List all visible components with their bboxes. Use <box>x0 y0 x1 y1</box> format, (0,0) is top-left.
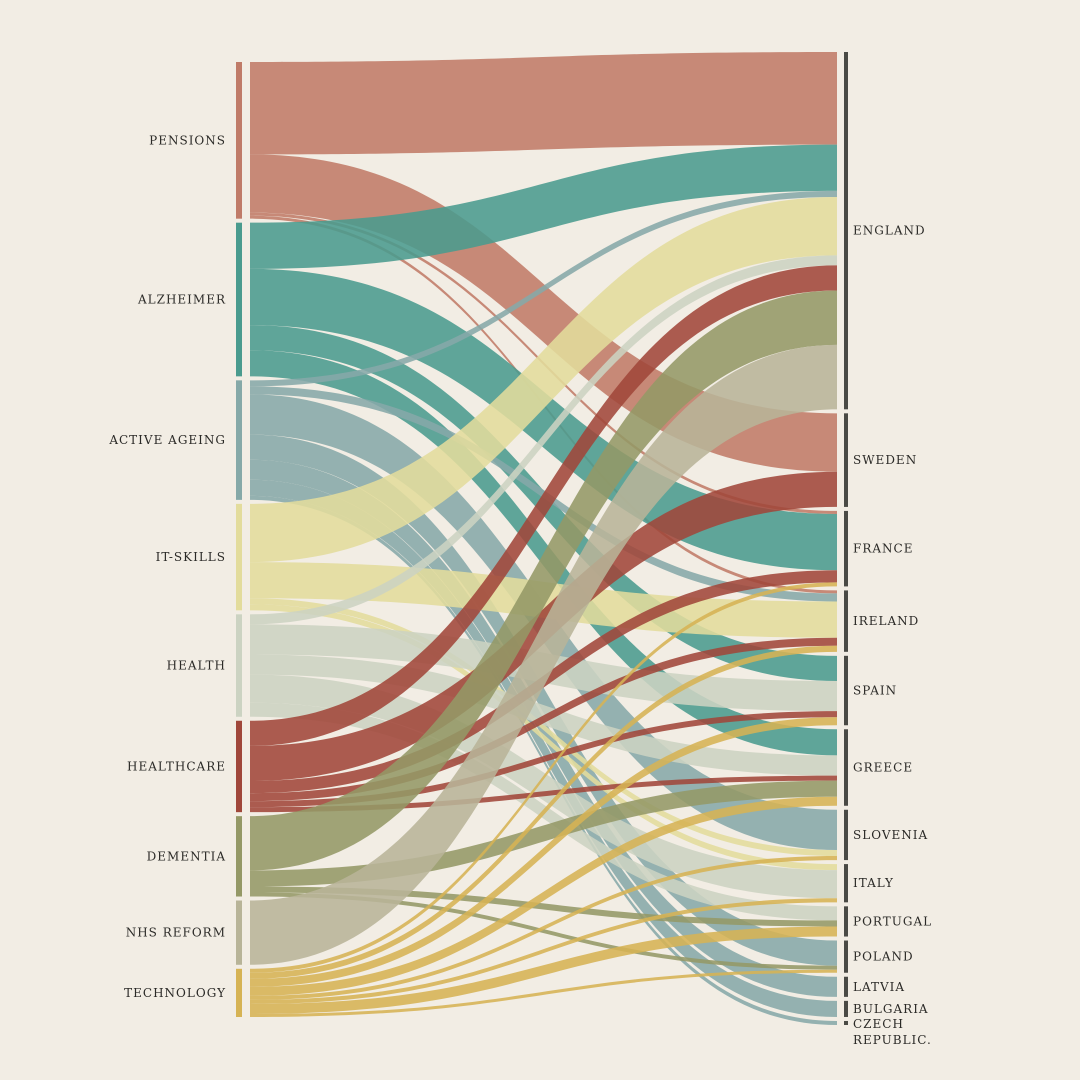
source-node-alzheimer <box>236 222 242 377</box>
flow-tech-to-ireland <box>250 645 837 979</box>
flow-healthcare-to-ireland <box>250 637 837 802</box>
flow-alzheimer-to-greece <box>250 350 837 756</box>
source-label-alzheimer: ALZHEIMER <box>137 293 226 307</box>
source-label-health: HEALTH <box>167 659 226 673</box>
flow-active-to-poland <box>250 434 837 966</box>
target-label-portugal: PORTUGAL <box>853 914 932 928</box>
target-node-slovenia <box>844 809 848 861</box>
source-node-pensions <box>236 62 242 219</box>
target-label-czech: CZECH REPUBLIC. <box>853 1017 932 1047</box>
source-label-pensions: PENSIONS <box>149 133 226 147</box>
flow-it-to-italy <box>250 604 837 871</box>
flow-healthcare-to-england <box>250 265 837 746</box>
target-node-portugal <box>844 906 848 937</box>
source-node-it <box>236 503 242 611</box>
source-node-health <box>236 614 242 717</box>
target-label-slovenia: SLOVENIA <box>853 828 928 842</box>
source-label-active: ACTIVE AGEING <box>108 433 226 447</box>
flow-alzheimer-to-france <box>250 268 837 571</box>
target-label-sweden: SWEDEN <box>853 453 917 467</box>
flow-tech-to-spain <box>250 717 837 987</box>
flow-active-to-bulgaria <box>250 479 837 1017</box>
target-node-england <box>844 52 848 410</box>
flow-healthcare-to-spain <box>250 711 837 808</box>
target-label-spain: SPAIN <box>853 684 897 698</box>
target-label-england: ENGLAND <box>853 224 926 238</box>
flow-dementia-to-greece <box>250 780 837 887</box>
target-label-poland: POLAND <box>853 950 914 964</box>
target-node-sweden <box>844 413 848 507</box>
target-label-italy: ITALY <box>853 876 894 890</box>
flow-dementia-to-portugal <box>250 886 837 927</box>
flow-healthcare-to-greece <box>250 775 837 813</box>
target-node-italy <box>844 864 848 903</box>
flow-it-to-england <box>250 196 837 563</box>
flow-tech-to-portugal <box>250 926 837 1014</box>
flow-tech-to-italy <box>250 898 837 1004</box>
flow-tech-to-france <box>250 582 837 973</box>
source-node-active <box>236 380 242 500</box>
source-label-it: IT-SKILLS <box>156 550 226 564</box>
flow-dementia-to-poland <box>250 892 837 970</box>
flow-pensions-to-england <box>250 52 837 155</box>
target-label-france: FRANCE <box>853 542 913 556</box>
flow-health-to-england <box>250 255 837 625</box>
flow-alzheimer-to-england <box>250 144 837 269</box>
target-label-greece: GREECE <box>853 761 913 775</box>
source-node-dementia <box>236 816 242 897</box>
flow-tech-to-slovenia <box>250 856 837 1000</box>
flow-dementia-to-england <box>250 290 837 871</box>
target-node-poland <box>844 940 848 973</box>
target-node-bulgaria <box>844 1000 848 1017</box>
target-label-bulgaria: BULGARIA <box>853 1002 929 1016</box>
flow-health-to-italy <box>250 674 837 899</box>
source-node-healthcare <box>236 720 242 813</box>
flow-nhs-to-england <box>250 344 837 965</box>
target-node-spain <box>844 655 848 726</box>
source-node-nhs <box>236 900 242 965</box>
target-node-france <box>844 510 848 587</box>
flow-active-to-england <box>250 190 837 387</box>
flow-it-to-slovenia <box>250 598 837 857</box>
source-label-dementia: DEMENTIA <box>147 849 226 863</box>
nodes: PENSIONS ALZHEIMER ACTIVE AGEING IT-SKILLS H… <box>108 52 932 1047</box>
target-node-ireland <box>844 590 848 652</box>
target-node-czech <box>844 1020 848 1025</box>
flow-tech-to-greece <box>250 796 837 996</box>
source-label-healthcare: HEALTHCARE <box>127 759 226 773</box>
flow-tech-to-poland <box>250 969 837 1017</box>
source-label-tech: TECHNOLOGY <box>124 986 226 1000</box>
flows <box>250 52 837 1026</box>
target-node-greece <box>844 729 848 806</box>
source-node-tech <box>236 968 242 1017</box>
target-label-latvia: LATVIA <box>853 980 905 994</box>
target-label-ireland: IRELAND <box>853 614 919 628</box>
target-node-latvia <box>844 976 848 997</box>
source-label-nhs: NHS REFORM <box>126 926 226 940</box>
